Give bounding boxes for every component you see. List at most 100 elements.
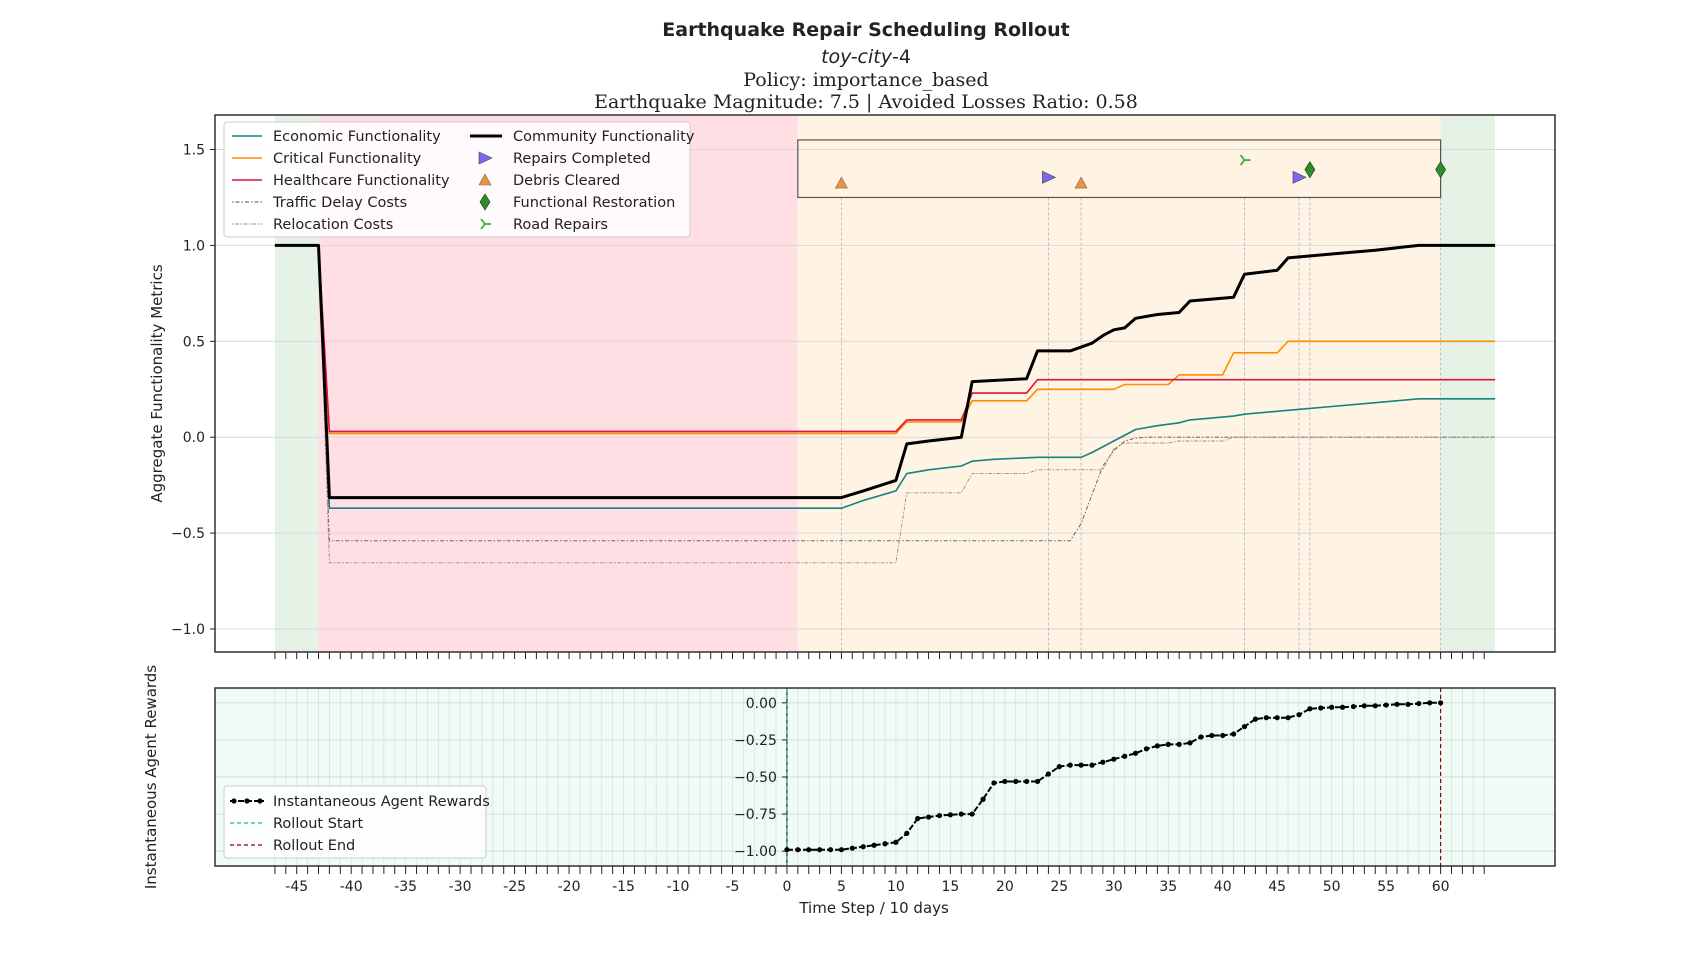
- x-tick-label: 20: [996, 879, 1014, 895]
- rewards-point: [1056, 764, 1062, 770]
- rewards-point: [1329, 704, 1335, 710]
- rewards-point: [1089, 762, 1095, 768]
- rewards-point: [1198, 734, 1204, 740]
- rewards-point: [1339, 704, 1346, 710]
- rewards-point: [806, 847, 812, 853]
- legend-label-critical: Critical Functionality: [273, 151, 422, 167]
- phase-span-rollout: [797, 115, 1441, 652]
- y-axis-label-rewards: Instantaneous Agent Rewards: [142, 665, 160, 889]
- legend-dot: [231, 798, 237, 804]
- y-axis-label: Aggregate Functionality Metrics: [148, 264, 166, 502]
- x-tick-label: -40: [340, 879, 363, 895]
- marker-debris_marker: [1074, 176, 1088, 189]
- rewards-point: [958, 811, 964, 817]
- rewards-point: [1285, 715, 1291, 721]
- x-tick-label: -10: [667, 879, 690, 895]
- rewards-point: [1100, 759, 1106, 765]
- rewards-point: [871, 842, 877, 848]
- y-tick-label: 1.5: [183, 143, 205, 159]
- marker-road_marker: [1239, 154, 1251, 166]
- rewards-point: [1372, 703, 1378, 709]
- legend-label-traffic: Traffic Delay Costs: [272, 195, 407, 211]
- legend-label-community: Community Functionality: [513, 129, 695, 145]
- x-tick-label: 15: [941, 879, 959, 895]
- legend-marker-road_marker: [480, 218, 491, 230]
- y-tick-label: −1.0: [171, 622, 205, 638]
- rewards-point: [1165, 741, 1171, 747]
- rewards-point: [1111, 756, 1117, 762]
- y-tick-label: 1.0: [183, 238, 205, 254]
- rewards-point: [1067, 762, 1073, 768]
- top-panel: −1.0 −0.5 0.0 0.5 1.0 1.5 Aggregate Functional…: [148, 114, 1556, 659]
- rewards-point: [915, 815, 921, 822]
- legend-label-healthcare: Healthcare Functionality: [273, 173, 450, 189]
- rewards-point: [1241, 723, 1248, 730]
- legend-label-repairs_marker: Repairs Completed: [513, 151, 651, 167]
- series-community: [274, 243, 1496, 500]
- x-tick-label: -20: [558, 879, 581, 895]
- legend-label-road_marker: Road Repairs: [513, 217, 608, 233]
- rewards-point: [784, 847, 790, 853]
- chart-title: Earthquake Repair Scheduling Rollout: [662, 19, 1069, 41]
- series-critical: [274, 244, 1496, 435]
- legend-dot: [257, 798, 263, 804]
- rewards-point: [1220, 732, 1226, 739]
- rewards-point: [904, 830, 910, 836]
- legend-marker-debris_marker: [478, 173, 492, 186]
- series-traffic: [274, 244, 1496, 542]
- x-tick-label: 40: [1214, 879, 1232, 895]
- rewards-point: [849, 845, 855, 851]
- rewards-point: [1045, 771, 1052, 777]
- rewards-point: [1252, 716, 1259, 722]
- rewards-point: [925, 814, 932, 820]
- marker-repairs_marker: [1292, 170, 1307, 184]
- rewards-point: [980, 796, 986, 802]
- phase-span-post: [1440, 115, 1496, 652]
- x-tick-label: -30: [449, 879, 472, 895]
- rewards-point: [1383, 702, 1389, 708]
- rewards-point: [1231, 731, 1237, 737]
- marker-debris_marker: [834, 176, 848, 189]
- rewards-point: [1416, 700, 1422, 707]
- legend-box: [223, 785, 487, 859]
- x-tick-label: 30: [1105, 879, 1123, 895]
- x-tick-label: -45: [285, 879, 308, 895]
- x-tick-label: 25: [1050, 879, 1068, 895]
- marker-restoration_marker: [1435, 160, 1447, 179]
- legend-marker-repairs_marker: [478, 151, 493, 165]
- rewards-point: [893, 839, 899, 845]
- x-axis-label: Time Step / 10 days: [798, 899, 949, 917]
- legend-label-relocation: Relocation Costs: [273, 217, 393, 233]
- rewards-point: [1274, 715, 1280, 721]
- rewards-point: [1176, 741, 1182, 747]
- x-tick-label: -15: [612, 879, 635, 895]
- rewards-point: [827, 847, 834, 853]
- rewards-point: [1296, 712, 1302, 718]
- rewards-point: [1438, 700, 1444, 706]
- x-tick-label: 5: [837, 879, 846, 895]
- rewards-point: [1318, 705, 1324, 711]
- rewards-point: [1405, 701, 1411, 707]
- legend-bottom: Instantaneous Agent Rewards Rollout Start…: [223, 785, 490, 859]
- rewards-point: [1034, 778, 1041, 785]
- rewards-point: [947, 812, 953, 818]
- rewards-point: [1154, 743, 1160, 749]
- y-tick-label: −0.25: [734, 733, 777, 749]
- y-tick-label: 0.5: [183, 334, 205, 350]
- rewards-point: [1307, 706, 1313, 712]
- rewards-point: [1394, 701, 1400, 707]
- rewards-point: [817, 847, 823, 853]
- rewards-point: [1350, 703, 1357, 710]
- rewards-point: [1427, 700, 1433, 706]
- rewards-point: [1122, 753, 1128, 759]
- x-tick-label: -5: [725, 879, 739, 895]
- y-tick-label: −0.75: [734, 807, 777, 823]
- marker-restoration_marker: [1304, 160, 1316, 179]
- rewards-point: [1361, 703, 1367, 709]
- rewards-point: [882, 841, 888, 847]
- x-tick-label: 45: [1268, 879, 1286, 895]
- y-tick-label: −1.00: [734, 844, 777, 860]
- policy-line: Policy: importance_based: [743, 69, 988, 91]
- legend-label-rollout-start: Rollout Start: [273, 816, 363, 832]
- rewards-point: [969, 811, 975, 817]
